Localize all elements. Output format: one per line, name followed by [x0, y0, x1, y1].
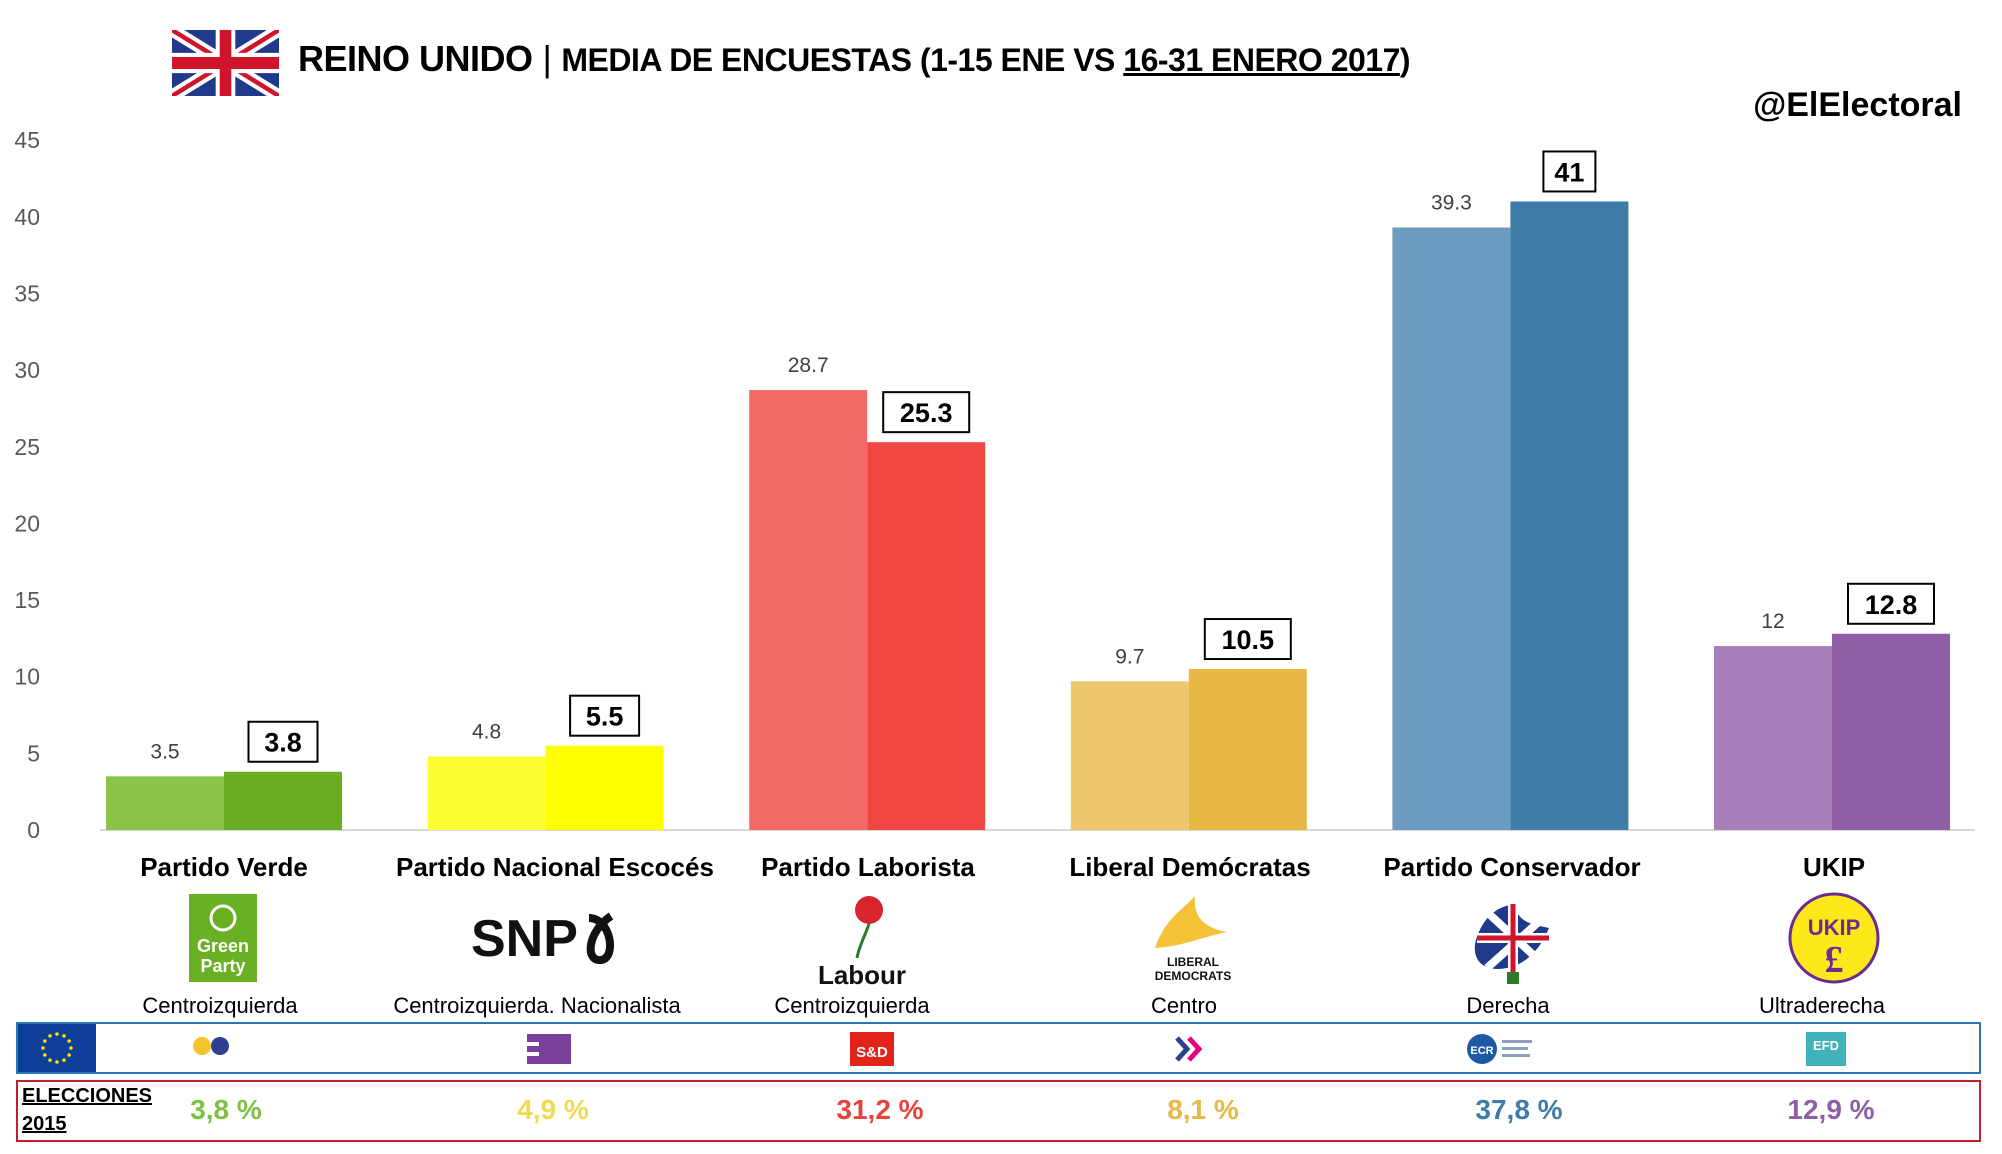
- value-label-16-31-enero: 3.8: [264, 728, 302, 758]
- value-label-box: [1847, 582, 1935, 625]
- category-label-ukip: UKIP: [1802, 852, 1866, 882]
- category-label-liberal-democratas: Liberal Demócratas: [1069, 852, 1311, 882]
- value-label-box: [569, 694, 641, 737]
- title-main: REINO UNIDO: [298, 38, 533, 79]
- value-label-16-31-enero: 5.5: [586, 702, 624, 732]
- value-label-1-15-ene: 9.7: [1115, 645, 1144, 668]
- author-handle: @ElElectoral: [1753, 86, 1962, 124]
- value-label-1-15-ene: 3.5: [150, 740, 179, 763]
- y-tick-label: 45: [14, 127, 40, 153]
- bars: [106, 201, 1950, 831]
- bar-16-31-enero: [224, 771, 342, 830]
- bar-16-31-enero: [1832, 633, 1950, 830]
- value-label-16-31-enero: 12.8: [1865, 590, 1918, 620]
- libdem-logo-line1: LIBERAL: [1167, 955, 1219, 969]
- value-label-box: [247, 720, 319, 763]
- y-tick-label: 35: [14, 280, 40, 306]
- value-label-box: [1542, 150, 1597, 193]
- category-label-snp: Partido Nacional Escocés: [396, 852, 714, 882]
- bar-1-15-ene: [749, 390, 868, 830]
- elections-2015-row: [16, 1080, 1981, 1142]
- bar-16-31-enero: [1188, 669, 1307, 830]
- bar-1-15-ene: [1070, 681, 1189, 830]
- y-tick-label: 20: [14, 510, 40, 536]
- value-label-1-15-ene: 28.7: [788, 354, 829, 377]
- y-tick-label: 25: [14, 434, 40, 460]
- alde-group-icon: [1175, 1036, 1203, 1062]
- value-label-1-15-ene: 39.3: [1431, 192, 1472, 215]
- value-label-box: [882, 391, 971, 434]
- greens-efa-group-icon: [193, 1037, 229, 1055]
- title-sub-b: 16-31 ENERO 2017: [1123, 42, 1400, 78]
- elections-value-partido-conservador: 37,8 %: [1475, 1094, 1563, 1125]
- title-sub-a: MEDIA DE ENCUESTAS (1-15 ENE VS: [561, 42, 1124, 78]
- value-label-16-31-enero: 10.5: [1222, 625, 1275, 655]
- y-axis: 0 5 10 15 20 25 30 35 40 45: [14, 127, 40, 843]
- bar-1-15-ene: [427, 756, 546, 830]
- ecr-label: ECR: [1470, 1045, 1493, 1057]
- value-label-1-15-ene: 12: [1761, 610, 1784, 633]
- ideology-liberal-democratas: Centro: [1150, 993, 1218, 1018]
- category-label-partido-conservador: Partido Conservador: [1383, 852, 1641, 882]
- ideology-ukip: Ultraderecha: [1759, 993, 1885, 1018]
- snp-logo: SNP: [471, 910, 614, 968]
- libdem-logo-line2: DEMOCRATS: [1155, 969, 1231, 983]
- eu-groups-row: [16, 1022, 1981, 1074]
- title-separator: |: [542, 38, 552, 79]
- bar-16-31-enero: [1510, 201, 1629, 831]
- elections-label-line2: 2015: [22, 1113, 67, 1135]
- ideology-partido-conservador: Derecha: [1466, 993, 1550, 1018]
- uk-flag-icon: [172, 30, 279, 96]
- elections-value-ukip: 12,9 %: [1787, 1094, 1875, 1125]
- elections-value-partido-laborista: 31,2 %: [836, 1094, 924, 1125]
- efd-label: EFD: [1813, 1038, 1839, 1053]
- liberal-democrats-logo: LIBERAL DEMOCRATS: [1155, 896, 1231, 983]
- bar-chart: 0 5 10 15 20 25 30 35 40 45 3.5 3.8 4.8 5.5 28.7 25.3 9…: [14, 127, 1975, 843]
- value-label-16-31-enero: 41: [1554, 157, 1584, 187]
- category-label-partido-verde: Partido Verde: [140, 852, 308, 882]
- eu-flag-icon: [18, 1024, 96, 1072]
- ecr-group-icon: ECR: [1467, 1034, 1532, 1064]
- ukip-logo: UKIP £: [1788, 892, 1880, 984]
- efa-group-icon: [527, 1034, 571, 1064]
- efd-group-icon: EFD: [1806, 1032, 1846, 1066]
- bar-16-31-enero: [867, 442, 986, 830]
- green-party-logo-line1: Green: [197, 936, 249, 956]
- value-label-16-31-enero: 25.3: [900, 398, 953, 428]
- bar-1-15-ene: [106, 776, 224, 830]
- elections-label-line1: ELECCIONES: [22, 1085, 153, 1107]
- y-tick-label: 15: [14, 587, 40, 613]
- bar-1-15-ene: [1714, 646, 1832, 830]
- y-tick-label: 30: [14, 357, 40, 383]
- labour-logo-text: Labour: [818, 960, 906, 988]
- elections-value-liberal-democratas: 8,1 %: [1167, 1094, 1239, 1125]
- y-tick-label: 10: [14, 664, 40, 690]
- chart-title: REINO UNIDO | MEDIA DE ENCUESTAS (1-15 ENE…: [298, 38, 1411, 80]
- value-labels: 3.5 3.8 4.8 5.5 28.7 25.3 9.7 10.5 39.3 41 12 12.8: [150, 150, 1935, 763]
- s-and-d-label: S&D: [856, 1044, 888, 1061]
- category-label-partido-laborista: Partido Laborista: [761, 852, 975, 882]
- bar-1-15-ene: [1392, 227, 1511, 830]
- ukip-logo-text: UKIP: [1808, 915, 1861, 940]
- y-tick-label: 0: [27, 817, 40, 843]
- y-tick-label: 40: [14, 204, 40, 230]
- elections-value-snp: 4,9 %: [517, 1094, 589, 1125]
- value-label-1-15-ene: 4.8: [472, 720, 501, 743]
- conservative-logo: [1474, 904, 1549, 984]
- ideology-snp: Centroizquierda. Nacionalista: [393, 993, 681, 1018]
- elections-value-partido-verde: 3,8 %: [190, 1094, 262, 1125]
- green-party-logo-line2: Party: [200, 956, 245, 976]
- y-tick-label: 5: [27, 740, 40, 766]
- ideology-partido-verde: Centroizquierda: [142, 993, 298, 1018]
- bar-16-31-enero: [545, 745, 664, 830]
- s-and-d-group-icon: S&D: [850, 1032, 894, 1066]
- elections-2015-label: ELECCIONES 2015: [22, 1082, 152, 1138]
- title-sub-c: ): [1399, 42, 1411, 78]
- value-label-box: [1203, 618, 1292, 661]
- snp-logo-text: SNP: [471, 910, 578, 968]
- svg-text:£: £: [1825, 939, 1844, 981]
- ideology-partido-laborista: Centroizquierda: [774, 993, 930, 1018]
- green-party-logo: Green Party: [189, 894, 257, 982]
- labour-logo: Labour: [818, 896, 906, 988]
